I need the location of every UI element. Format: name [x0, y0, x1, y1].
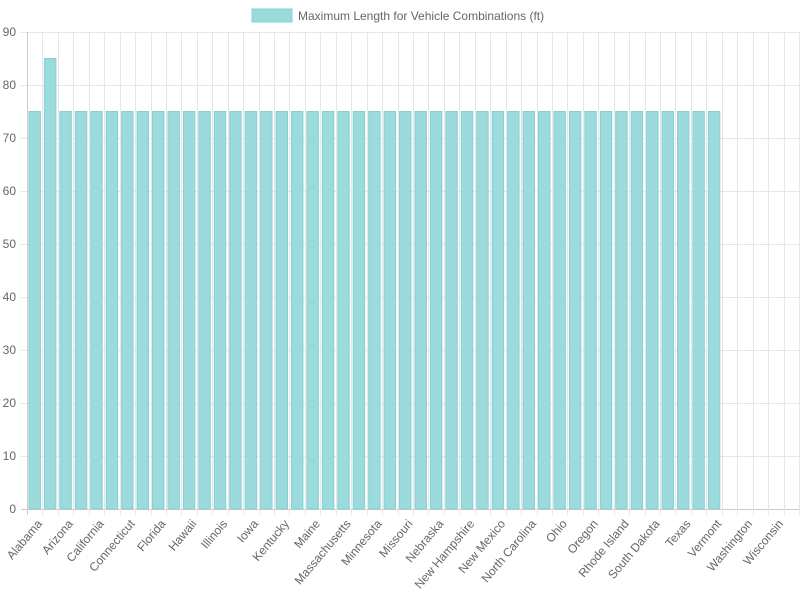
legend-swatch: [251, 8, 293, 23]
bar[interactable]: [105, 111, 119, 510]
x-tick-label: Florida: [134, 517, 169, 554]
bar[interactable]: [507, 111, 520, 510]
bar[interactable]: [538, 111, 551, 510]
x-tick-label: North Carolina: [479, 517, 540, 586]
bar[interactable]: [491, 111, 505, 510]
bar[interactable]: [615, 111, 628, 510]
y-axis: 0 10 20 30 40 50 60 70 80 90: [3, 25, 17, 516]
bar[interactable]: [707, 111, 721, 510]
y-tick-label: 60: [3, 184, 17, 198]
bar[interactable]: [337, 111, 350, 510]
bar[interactable]: [692, 111, 705, 510]
y-tick-label: 20: [3, 396, 17, 410]
bar[interactable]: [676, 111, 690, 510]
y-tick-label: 40: [3, 290, 17, 304]
y-tick-label: 90: [3, 25, 17, 39]
bar[interactable]: [321, 111, 335, 510]
bar[interactable]: [599, 111, 613, 510]
legend[interactable]: Maximum Length for Vehicle Combinations …: [251, 8, 544, 23]
bar[interactable]: [476, 111, 489, 510]
bar[interactable]: [584, 111, 597, 510]
bar[interactable]: [630, 111, 644, 510]
bar[interactable]: [136, 111, 150, 510]
bar[interactable]: [368, 111, 381, 510]
y-tick-label: 80: [3, 78, 17, 92]
y-tick-label: 70: [3, 131, 17, 145]
bar[interactable]: [460, 111, 474, 510]
bar[interactable]: [90, 111, 103, 510]
x-tick-label: Hawaii: [166, 517, 200, 554]
bar[interactable]: [661, 111, 674, 510]
bar[interactable]: [213, 111, 227, 510]
bar[interactable]: [182, 111, 196, 510]
bar[interactable]: [306, 111, 319, 510]
bar[interactable]: [429, 111, 443, 510]
y-tick-label: 30: [3, 343, 17, 357]
bar[interactable]: [229, 111, 242, 510]
bar[interactable]: [275, 111, 288, 510]
bar[interactable]: [445, 111, 458, 510]
y-tick-label: 10: [3, 449, 17, 463]
bar[interactable]: [28, 111, 41, 510]
y-tick-label: 50: [3, 237, 17, 251]
bar[interactable]: [152, 111, 165, 510]
bar[interactable]: [352, 111, 366, 510]
x-tick-label: Iowa: [234, 517, 261, 546]
bar[interactable]: [383, 111, 397, 510]
bar[interactable]: [646, 111, 659, 510]
bar[interactable]: [198, 111, 211, 510]
bar[interactable]: [260, 111, 273, 510]
x-tick-label: Ohio: [543, 517, 570, 546]
legend-label: Maximum Length for Vehicle Combinations …: [298, 9, 544, 23]
bar[interactable]: [74, 111, 88, 510]
y-tick-label: 0: [9, 502, 16, 516]
bar[interactable]: [43, 58, 57, 510]
bar[interactable]: [522, 111, 536, 510]
x-tick-label: Illinois: [198, 517, 230, 552]
bar[interactable]: [568, 111, 582, 510]
bar[interactable]: [244, 111, 258, 510]
bar[interactable]: [59, 111, 72, 510]
bar[interactable]: [399, 111, 412, 510]
bar[interactable]: [290, 111, 304, 510]
bar[interactable]: [553, 111, 566, 510]
bars: [28, 58, 721, 510]
bar[interactable]: [414, 111, 427, 510]
bar[interactable]: [121, 111, 134, 510]
x-tick-label: Alabama: [4, 517, 45, 563]
bar[interactable]: [167, 111, 180, 510]
x-axis: AlabamaArizonaCaliforniaConnecticutFlori…: [4, 516, 786, 591]
